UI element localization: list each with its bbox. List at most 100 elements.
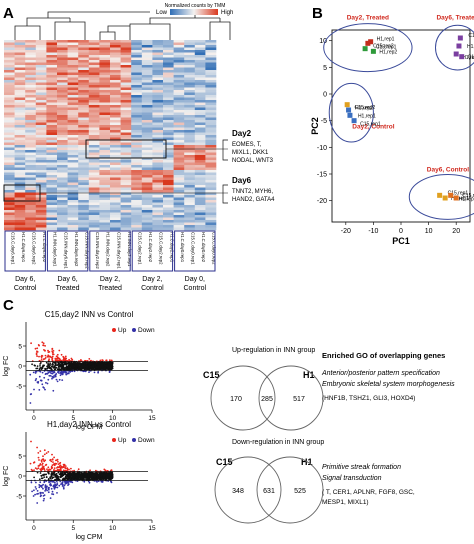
heatmap-cell [163, 225, 174, 228]
heatmap-cell [131, 152, 143, 156]
heatmap-cell [152, 40, 164, 43]
pca-point-label: C15,rep2 [373, 44, 394, 50]
ma-point [47, 363, 49, 366]
ma-point [52, 364, 54, 366]
heatmap-cell [88, 202, 100, 206]
heatmap-cell [141, 55, 153, 58]
heatmap-cell [46, 67, 58, 71]
heatmap-cell [4, 65, 15, 68]
heatmap-cell [152, 207, 164, 211]
heatmap-cell [163, 177, 174, 181]
heatmap-cell [110, 162, 121, 166]
heatmap-cell [184, 205, 196, 208]
heatmap-cell [14, 125, 26, 128]
ma-point [85, 361, 88, 364]
heatmap-cell [194, 175, 206, 178]
heatmap-cell [152, 62, 164, 66]
heatmap-cell [173, 177, 185, 181]
ma-point [59, 466, 62, 469]
colorbar-low: Low [156, 10, 168, 16]
heatmap-cell [205, 80, 217, 83]
heatmap-cell [88, 155, 100, 158]
heatmap-cell [131, 117, 143, 121]
pca-point [453, 51, 459, 57]
heatmap-cell [194, 60, 206, 63]
ma-point [84, 475, 87, 477]
ma-point [40, 474, 43, 477]
heatmap-cell [4, 175, 15, 178]
heatmap-cell [67, 135, 79, 138]
heatmap-cell [35, 107, 47, 111]
heatmap-cell [110, 210, 121, 213]
heatmap-cell [25, 190, 37, 193]
ma-point [86, 365, 89, 368]
heatmap-cell [163, 157, 174, 161]
heatmap-cell [110, 107, 121, 111]
ma-point [102, 359, 104, 362]
ma-point [41, 354, 43, 357]
heatmap-cell [57, 55, 68, 58]
heatmap-cell [4, 125, 15, 128]
heatmap-cell [163, 52, 174, 56]
heatmap-cell [163, 105, 174, 108]
ma-point [49, 356, 52, 358]
heatmap-cell [35, 167, 47, 171]
heatmap-cell [25, 122, 37, 126]
heatmap-cell [78, 135, 90, 138]
heatmap-cell [163, 90, 174, 93]
ma-point [83, 362, 86, 365]
ma-point [65, 373, 68, 376]
sample-label: H1.C.day2.rep2 [148, 232, 153, 263]
heatmap-cell [110, 182, 121, 186]
heatmap-cell [78, 202, 90, 206]
heatmap-cell [88, 97, 100, 101]
ma-ytick-label: -5 [16, 494, 22, 501]
heatmap-cell [173, 120, 185, 123]
heatmap-cell [131, 110, 143, 113]
heatmap-cell [46, 135, 58, 138]
colorbar-title: Normalized counts by TMM [165, 3, 226, 9]
heatmap-cell [131, 167, 143, 171]
ma-point [35, 353, 38, 356]
heatmap-cell [163, 122, 174, 126]
ma-point [29, 373, 32, 376]
heatmap-cell [46, 52, 58, 56]
pca-ytick-label: 5 [323, 65, 327, 72]
ma-point [34, 370, 37, 373]
heatmap-cell [152, 47, 164, 51]
heatmap-cell [120, 40, 132, 43]
heatmap-cell [35, 102, 47, 106]
heatmap-cell [110, 157, 121, 161]
heatmap-cell [14, 147, 26, 151]
pca-ytick-label: -20 [317, 198, 327, 205]
heatmap-cell [141, 220, 153, 223]
heatmap-cell [110, 205, 121, 208]
ma-point [94, 364, 97, 367]
heatmap-cell [173, 170, 185, 173]
heatmap-cell [152, 212, 164, 216]
ma-point [55, 366, 58, 369]
heatmap-cell [25, 47, 37, 51]
heatmap-cell [25, 90, 37, 93]
heatmap-cell [25, 62, 37, 66]
heatmap-cell [78, 95, 90, 98]
heatmap-cell [120, 72, 132, 76]
ma-point [79, 366, 82, 369]
ma-point [56, 356, 59, 358]
heatmap-cell [99, 50, 111, 53]
ma-point [40, 486, 43, 488]
heatmap-cell [173, 142, 185, 146]
heatmap-cell [57, 157, 68, 161]
heatmap-cell [99, 130, 111, 133]
heatmap-cell [152, 82, 164, 86]
heatmap-cell [4, 187, 15, 191]
ma-point [91, 471, 93, 474]
ma-point [80, 475, 82, 477]
heatmap-cell [88, 120, 100, 123]
ma-point [36, 490, 39, 492]
heatmap-cell [35, 67, 47, 71]
heatmap-cell [184, 215, 196, 218]
ma-point [35, 481, 37, 484]
ma-point [37, 467, 40, 470]
heatmap-cell [131, 157, 143, 161]
